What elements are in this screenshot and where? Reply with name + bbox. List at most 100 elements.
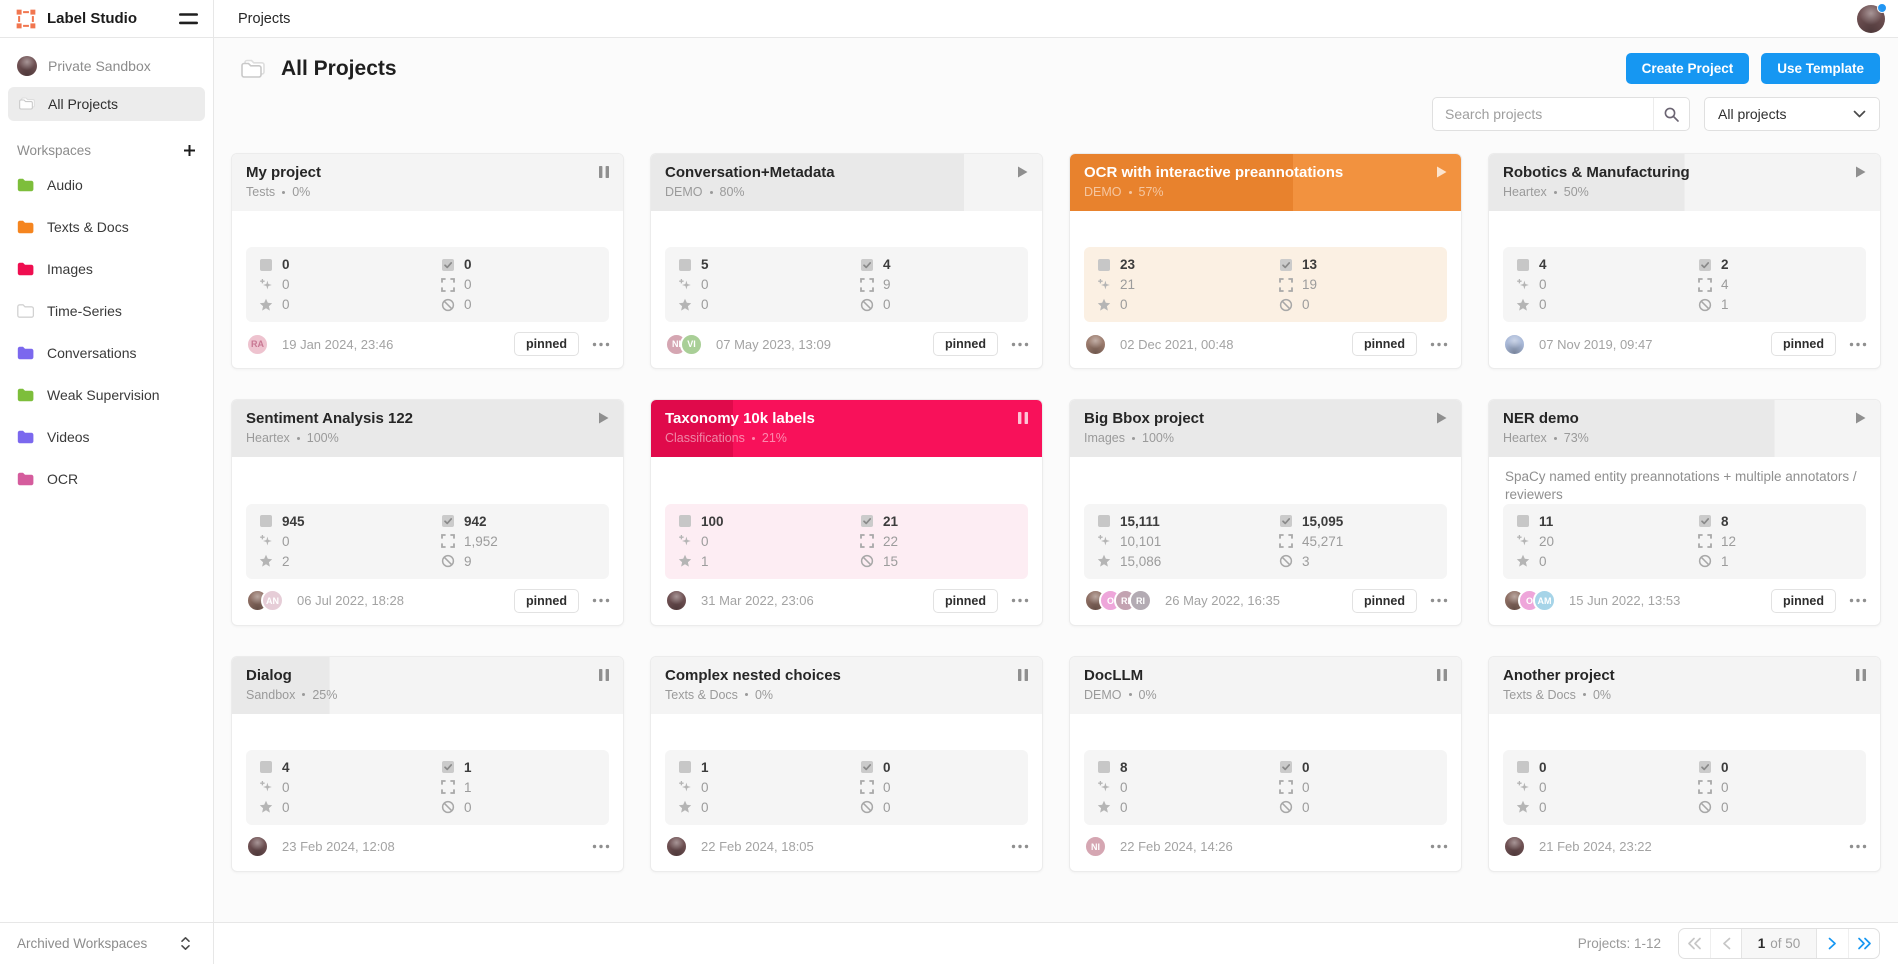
stat-annotations-value: 4 <box>1720 277 1729 292</box>
project-card[interactable]: Dialog Sandbox 25% 4 1 0 1 0 0 23 Feb 2024, 1… <box>231 655 624 872</box>
project-card[interactable]: DocLLM DEMO 0% 8 0 0 0 0 0 NI 22 Feb 2024, 14… <box>1069 655 1462 872</box>
project-state-icon[interactable] <box>1435 411 1448 425</box>
check-square-icon <box>1279 514 1293 528</box>
stat-ground-truth: 0 <box>1516 800 1698 815</box>
sidebar-workspace-item[interactable]: Audio <box>0 164 213 206</box>
project-state-icon[interactable] <box>598 165 610 179</box>
workspace-label: Videos <box>47 429 90 445</box>
project-card[interactable]: Conversation+Metadata DEMO 80% 5 4 0 9 0 0 NI… <box>650 153 1043 369</box>
project-card[interactable]: Another project Texts & Docs 0% 0 0 0 0 0 0 2… <box>1488 655 1881 872</box>
project-menu-button[interactable] <box>1011 594 1029 607</box>
projects-filter-select[interactable]: All projects <box>1704 97 1880 131</box>
stat-skipped-value: 0 <box>1301 799 1310 815</box>
project-footer-actions <box>1011 840 1029 853</box>
project-menu-button[interactable] <box>1430 840 1448 853</box>
sidebar-workspace-item[interactable]: Videos <box>0 416 213 458</box>
archived-workspaces-toggle[interactable]: Archived Workspaces <box>0 922 213 964</box>
project-state-icon[interactable] <box>1854 165 1867 179</box>
pinned-badge[interactable]: pinned <box>1352 332 1417 356</box>
sidebar-workspace-item[interactable]: Texts & Docs <box>0 206 213 248</box>
next-page-button[interactable] <box>1817 929 1848 958</box>
pager: 1 of 50 <box>1678 928 1880 959</box>
hamburger-menu-icon[interactable] <box>179 11 198 27</box>
project-menu-button[interactable] <box>1849 840 1867 853</box>
pinned-badge[interactable]: pinned <box>1352 588 1417 613</box>
pinned-badge[interactable]: pinned <box>1771 588 1836 613</box>
bbox-corners-icon <box>1698 534 1712 549</box>
project-state-icon[interactable] <box>598 668 610 682</box>
project-state-icon[interactable] <box>1855 668 1867 682</box>
stat-predictions-value: 0 <box>701 277 709 292</box>
use-template-button[interactable]: Use Template <box>1761 53 1880 84</box>
project-subtitle: DEMO 0% <box>1084 688 1447 702</box>
project-card[interactable]: Sentiment Analysis 122 Heartex 100% 945 9… <box>231 399 624 626</box>
stat-ground-truth-value: 0 <box>1120 799 1128 815</box>
sidebar-workspace-item[interactable]: OCR <box>0 458 213 500</box>
stat-annotations: 0 <box>1279 780 1434 795</box>
bbox-corners-icon <box>441 277 455 292</box>
project-state-icon[interactable] <box>1436 668 1448 682</box>
pinned-badge[interactable]: pinned <box>514 588 579 613</box>
create-project-button[interactable]: Create Project <box>1625 53 1750 84</box>
stat-skipped-value: 0 <box>463 799 472 815</box>
project-state-icon[interactable] <box>1435 165 1448 179</box>
project-state-icon[interactable] <box>1017 668 1029 682</box>
sidebar-workspace-item[interactable]: Conversations <box>0 332 213 374</box>
sidebar-item-all-projects[interactable]: All Projects <box>8 87 205 121</box>
stat-tasks: 11 <box>1516 514 1698 529</box>
project-menu-button[interactable] <box>1849 594 1867 607</box>
stat-skipped: 15 <box>860 554 1015 569</box>
project-menu-button[interactable] <box>592 840 610 853</box>
top-bar-main: Projects <box>214 0 1898 37</box>
search-input[interactable] <box>1433 98 1653 130</box>
project-state-icon[interactable] <box>1017 411 1029 425</box>
current-page: 1 <box>1757 936 1766 951</box>
project-menu-button[interactable] <box>1849 338 1867 351</box>
dot-separator-icon <box>1582 693 1586 697</box>
prev-page-button[interactable] <box>1710 929 1741 958</box>
add-workspace-button[interactable] <box>183 144 196 157</box>
search-button[interactable] <box>1653 98 1689 130</box>
stat-completed-value: 15,095 <box>1301 513 1344 529</box>
project-card[interactable]: Robotics & Manufacturing Heartex 50% 4 2 0… <box>1488 153 1881 369</box>
task-square-icon <box>678 514 692 528</box>
stat-skipped-value: 1 <box>1720 297 1729 312</box>
user-avatar[interactable] <box>1857 2 1887 33</box>
project-state-icon[interactable] <box>597 411 610 425</box>
stat-ground-truth: 1 <box>678 554 860 569</box>
pinned-badge[interactable]: pinned <box>514 332 579 356</box>
stat-tasks: 4 <box>259 760 441 775</box>
project-card[interactable]: Complex nested choices Texts & Docs 0% 1… <box>650 655 1043 872</box>
stat-annotations: 1 <box>441 780 596 795</box>
project-menu-button[interactable] <box>1430 594 1448 607</box>
folder-stack-icon <box>17 95 37 112</box>
project-menu-button[interactable] <box>1011 840 1029 853</box>
stat-completed-value: 1 <box>463 759 472 775</box>
project-state-icon[interactable] <box>1854 411 1867 425</box>
last-page-button[interactable] <box>1848 929 1879 958</box>
member-photo-avatar <box>665 835 688 859</box>
project-card[interactable]: NER demo Heartex 73% SpaCy named entity … <box>1488 399 1881 626</box>
sidebar-workspace-item[interactable]: Weak Supervision <box>0 374 213 416</box>
project-card[interactable]: OCR with interactive preannotations DEMO… <box>1069 153 1462 369</box>
project-state-icon[interactable] <box>1016 165 1029 179</box>
pinned-badge[interactable]: pinned <box>933 588 998 613</box>
project-card[interactable]: My project Tests 0% 0 0 0 0 0 0 RA 19 Jan 202… <box>231 153 624 369</box>
project-menu-button[interactable] <box>1430 338 1448 351</box>
sidebar-workspace-item[interactable]: Time-Series <box>0 290 213 332</box>
project-card[interactable]: Big Bbox project Images 100% 15,111 15,09… <box>1069 399 1462 626</box>
top-bar: Label Studio Projects <box>0 0 1898 38</box>
sidebar-workspace-item[interactable]: Images <box>0 248 213 290</box>
sidebar-item-private-sandbox[interactable]: Private Sandbox <box>8 49 205 83</box>
project-footer-actions <box>592 840 610 853</box>
stat-ground-truth: 0 <box>678 297 860 312</box>
first-page-button[interactable] <box>1679 929 1710 958</box>
pinned-badge[interactable]: pinned <box>933 332 998 356</box>
stat-ground-truth-value: 0 <box>1539 297 1547 312</box>
project-menu-button[interactable] <box>592 338 610 351</box>
project-menu-button[interactable] <box>592 594 610 607</box>
project-card[interactable]: Taxonomy 10k labels Classifications 21% … <box>650 399 1043 626</box>
project-menu-button[interactable] <box>1011 338 1029 351</box>
pinned-badge[interactable]: pinned <box>1771 332 1836 356</box>
project-card-footer: O AM 15 Jun 2022, 13:53 pinned <box>1489 579 1880 625</box>
